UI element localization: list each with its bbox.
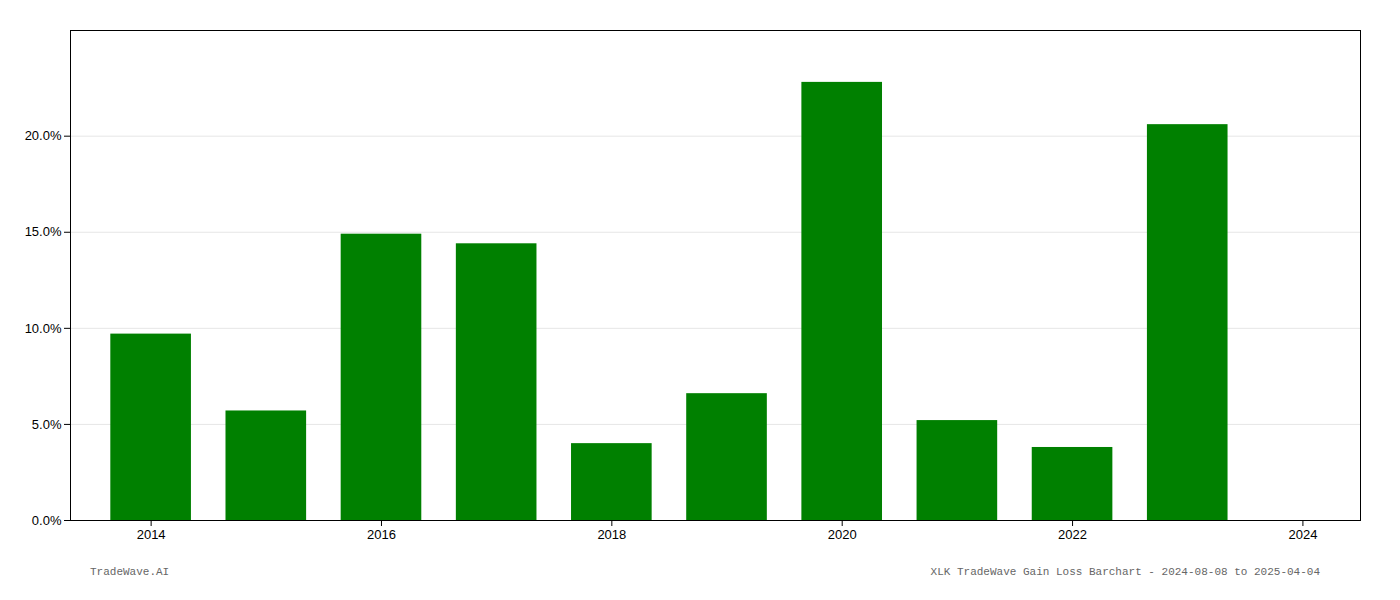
svg-text:2020: 2020 (828, 527, 857, 542)
html-text:XLK TradeWave Gain Loss Barcha: XLK TradeWave Gain Loss Barchart - 2024-… (930, 566, 1320, 578)
html-text:TradeWave.AI: TradeWave.AI (90, 566, 170, 578)
svg-text:2024: 2024 (1288, 527, 1317, 542)
svg-text:2022: 2022 (1058, 527, 1087, 542)
svg-text:15.0%: 15.0% (25, 224, 62, 239)
svg-text:2016: 2016 (367, 527, 396, 542)
svg-text:10.0%: 10.0% (25, 321, 62, 336)
svg-text:0.0%: 0.0% (32, 513, 62, 528)
svg-text:2014: 2014 (137, 527, 166, 542)
svg-text:20.0%: 20.0% (25, 128, 62, 143)
svg-text:2018: 2018 (597, 527, 626, 542)
svg-text:5.0%: 5.0% (32, 417, 62, 432)
